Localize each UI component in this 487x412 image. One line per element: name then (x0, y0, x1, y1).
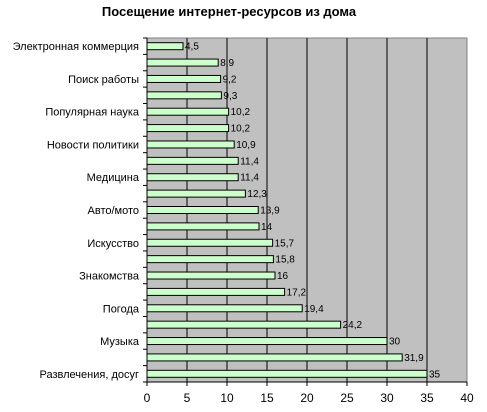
x-tick-label: 25 (340, 391, 354, 405)
bar (146, 74, 222, 83)
category-label: Поиск работы (68, 74, 139, 86)
data-label: 31,9 (404, 353, 424, 364)
category-label: Знакомства (79, 271, 140, 283)
data-label: 8,9 (220, 58, 234, 69)
data-label: 24,2 (343, 320, 363, 331)
bar (146, 369, 428, 378)
data-label: 9,3 (223, 91, 237, 102)
bar (146, 287, 286, 296)
data-label: 9,2 (223, 74, 237, 85)
data-label: 30 (389, 337, 401, 348)
bars (146, 42, 428, 378)
data-label: 11,4 (240, 156, 259, 167)
category-label: Погода (103, 303, 140, 315)
data-label: 16 (277, 271, 289, 282)
data-label: 12,3 (247, 189, 267, 200)
bar (146, 304, 303, 313)
data-label: 10,2 (231, 124, 251, 135)
bar (146, 42, 184, 51)
data-label: 19,4 (304, 304, 324, 315)
x-tick-label: 10 (220, 391, 234, 405)
bar (146, 206, 259, 214)
x-tick-label: 35 (420, 391, 434, 405)
x-tick-label: 5 (184, 391, 191, 405)
bar (146, 222, 260, 231)
data-labels: 4,5 8,9 9,2 9,3 10,2 10,2 10,9 11,4 11,4 12,3 13,9… (185, 42, 441, 381)
data-label: 11,4 (240, 173, 259, 184)
data-label: 17,2 (287, 287, 307, 298)
data-label: 15,8 (275, 255, 295, 266)
category-label: Музыка (100, 336, 140, 348)
x-tick-label: 20 (300, 391, 314, 405)
data-label: 10,9 (236, 140, 256, 151)
category-label: Электронная коммерция (13, 41, 139, 53)
bar (146, 238, 274, 247)
data-label: 15,7 (275, 238, 295, 249)
data-label: 13,9 (260, 206, 280, 217)
x-tick-label: 0 (144, 391, 151, 405)
bar (146, 337, 388, 346)
category-label: Медицина (87, 172, 140, 184)
bar (146, 173, 239, 182)
x-tick-label: 15 (260, 391, 274, 405)
bar (146, 255, 274, 264)
category-label: Авто/мото (88, 205, 140, 217)
bar (146, 140, 235, 149)
bar (146, 189, 246, 198)
bar (146, 58, 219, 67)
category-labels: Электронная коммерция Поиск работы Популяр… (13, 37, 148, 383)
bar (146, 124, 230, 133)
bar (146, 320, 342, 329)
bar (146, 271, 276, 280)
category-label: Популярная наука (45, 107, 140, 119)
x-tick-label: 30 (380, 391, 394, 405)
data-label: 14 (261, 222, 273, 233)
data-label: 10,2 (231, 107, 251, 118)
category-label: Развлечения, досуг (40, 369, 139, 381)
data-label: 35 (429, 369, 441, 380)
data-label: 4,5 (185, 42, 199, 53)
bar (146, 353, 403, 362)
x-tick-label: 40 (460, 391, 474, 405)
bar (146, 91, 222, 100)
bar (146, 107, 230, 116)
bar (146, 156, 239, 165)
category-label: Новости политики (47, 139, 139, 151)
x-axis: 0 5 10 15 20 25 30 35 40 (144, 381, 474, 405)
category-label: Искусство (87, 238, 139, 250)
chart-title: Посещение интернет-ресурсов из дома (102, 4, 357, 19)
